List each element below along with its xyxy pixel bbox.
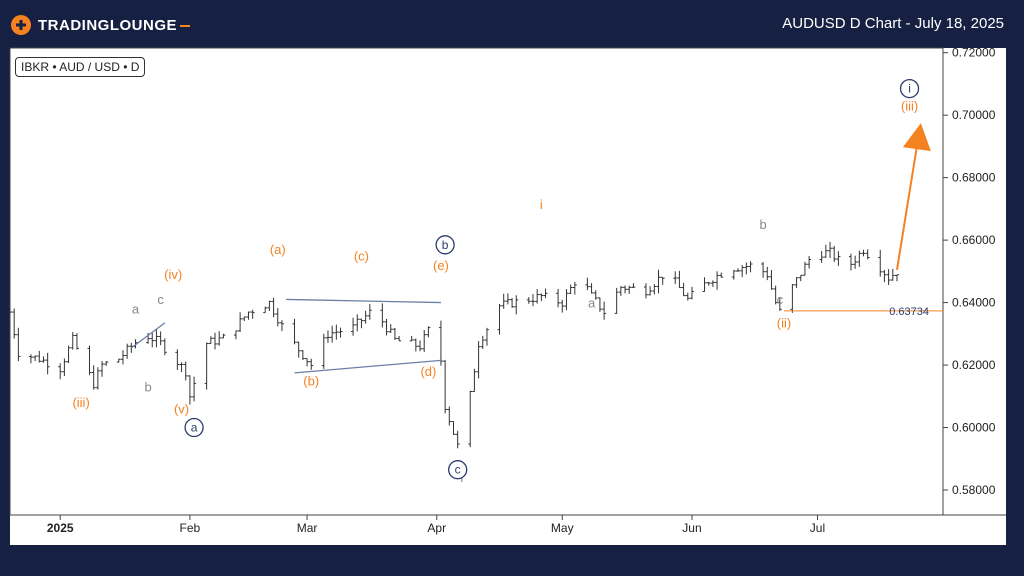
wave-label: b <box>759 217 766 232</box>
wave-label: (iii) <box>72 395 89 410</box>
tradinglounge-logo: TRADINGLOUNGE <box>10 14 190 36</box>
circled-wave-marker <box>899 78 920 99</box>
circled-wave-label: a <box>191 421 198 435</box>
x-tick-label: Apr <box>427 521 446 535</box>
wave-label: c <box>777 292 784 307</box>
circled-wave-label: c <box>455 463 461 477</box>
logo-text: TRADINGLOUNGE <box>38 17 190 34</box>
projection-arrow <box>895 139 919 270</box>
y-tick-label: 0.64000 <box>952 296 996 310</box>
wave-label: i <box>540 197 543 212</box>
wave-label: (c) <box>354 248 369 263</box>
circled-wave-label: i <box>908 82 911 96</box>
circled-wave-label: b <box>442 238 449 252</box>
wave-label: (ii) <box>777 316 791 331</box>
plot-border <box>9 47 944 516</box>
symbol-label: IBKR • AUD / USD • D <box>15 57 146 77</box>
x-tick-label: Jun <box>682 521 701 535</box>
projection-arrowhead <box>902 123 931 152</box>
y-tick-label: 0.62000 <box>952 358 996 372</box>
triangle-lower <box>294 359 441 374</box>
x-tick-label: Mar <box>297 521 318 535</box>
abc-line <box>130 322 166 349</box>
x-tick-label: Feb <box>180 521 201 535</box>
wave-label: (b) <box>303 373 319 388</box>
wave-label: (v) <box>174 401 189 416</box>
wave-label: (a) <box>270 242 286 257</box>
logo-text-lounge: LOUNGE <box>109 16 177 34</box>
logo-text-trading: TRADING <box>38 16 110 34</box>
wave-label: (iii) <box>901 98 918 113</box>
x-tick-label: Jul <box>810 521 825 535</box>
wave-label: (iv) <box>164 267 182 282</box>
wave-label: (d) <box>420 364 436 379</box>
y-tick-label: 0.72000 <box>952 46 996 60</box>
y-tick-label: 0.70000 <box>952 108 996 122</box>
wave-label: (e) <box>433 258 449 273</box>
wave-label: c <box>157 292 164 307</box>
wave-label: b <box>144 380 151 395</box>
x-tick-label: May <box>551 521 574 535</box>
wave-label: a <box>132 302 140 317</box>
price-marker-label: 0.63734 <box>889 306 929 318</box>
y-tick-label: 0.68000 <box>952 171 996 185</box>
y-tick-label: 0.60000 <box>952 421 996 435</box>
y-tick-label: 0.66000 <box>952 233 996 247</box>
wave-label: a <box>588 295 596 310</box>
circled-wave-marker <box>448 460 468 480</box>
x-tick-label: 2025 <box>47 521 74 535</box>
header-bar: TRADINGLOUNGE AUDUSD D Chart - July 18, … <box>0 0 1024 48</box>
circled-wave-marker <box>435 235 455 255</box>
y-tick-label: 0.58000 <box>952 483 996 497</box>
triangle-upper <box>286 298 441 304</box>
circled-wave-marker <box>184 417 204 438</box>
logo-icon <box>11 15 31 35</box>
chart-title: AUDUSD D Chart - July 18, 2025 <box>782 15 1004 32</box>
